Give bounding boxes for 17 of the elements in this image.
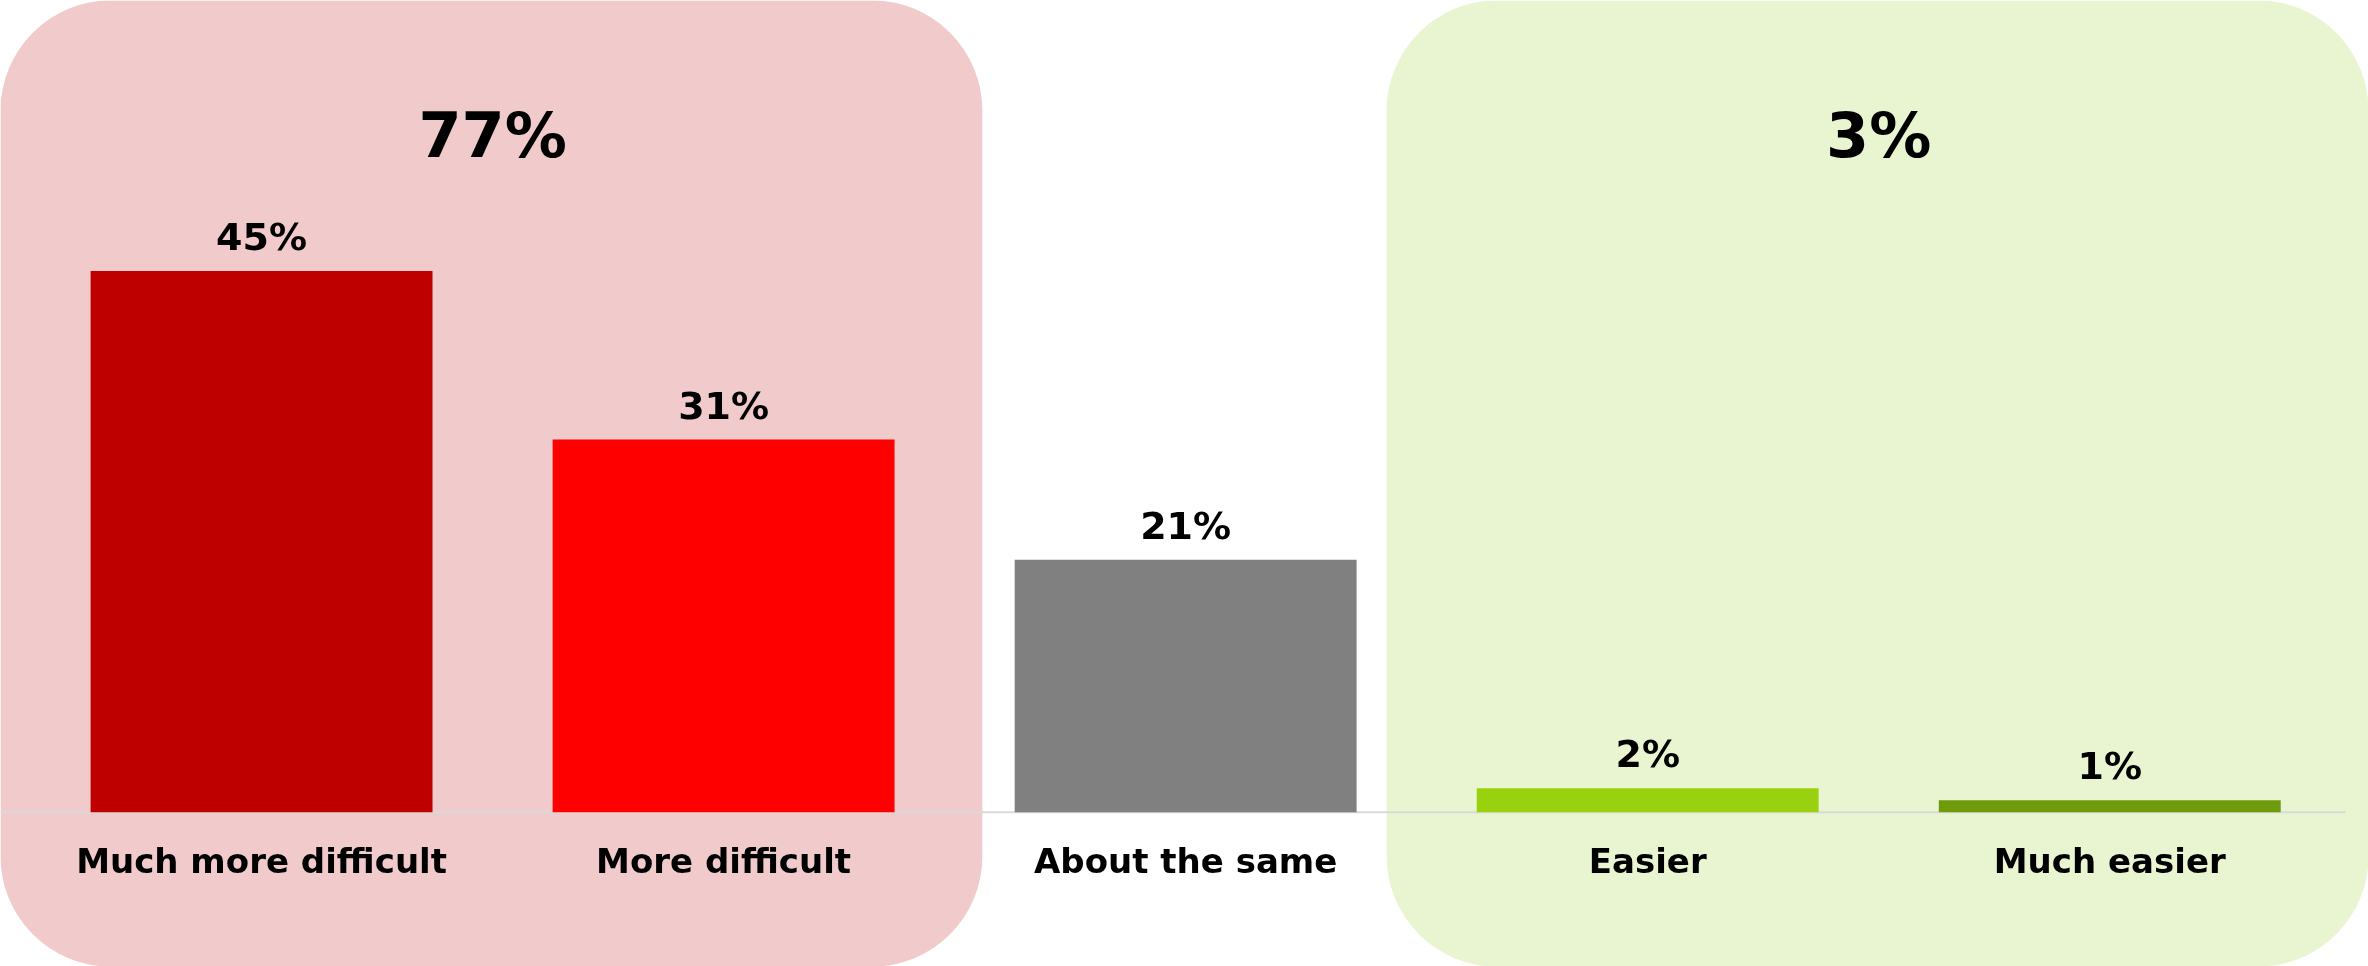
x-tick-label: Much easier — [1993, 840, 2226, 881]
bar — [1938, 800, 2281, 813]
x-tick-label: Easier — [1588, 840, 1707, 881]
bar — [90, 271, 433, 813]
bar — [1014, 559, 1357, 813]
x-tick-label: About the same — [1033, 840, 1338, 881]
band-label: 77% — [418, 99, 567, 173]
data-label: 21% — [1140, 503, 1232, 548]
data-label: 2% — [1615, 732, 1680, 777]
x-tick-label: Much more difficult — [76, 840, 447, 881]
band-label: 3% — [1826, 99, 1932, 173]
data-label: 31% — [678, 383, 770, 428]
bar — [552, 439, 895, 813]
data-label: 1% — [2077, 744, 2143, 789]
bar — [1476, 788, 1819, 813]
data-label: 45% — [216, 215, 308, 260]
x-tick-label: More difficult — [596, 840, 852, 881]
